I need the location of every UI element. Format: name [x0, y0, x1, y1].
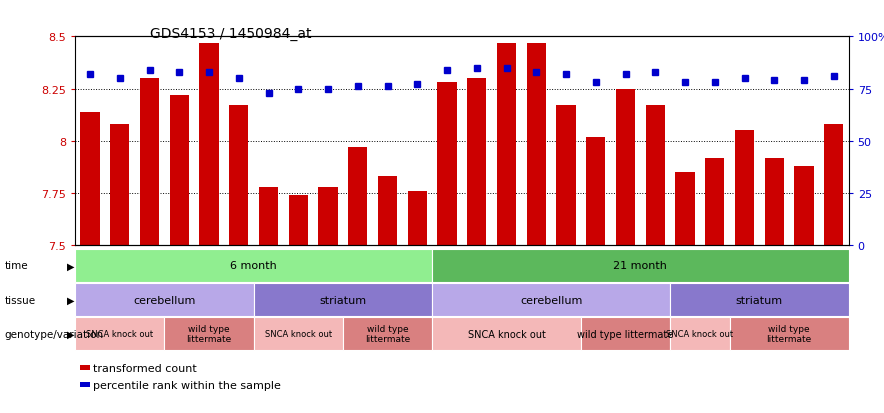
Bar: [586, 137, 606, 246]
Bar: [229, 106, 248, 246]
Text: cerebellum: cerebellum: [520, 295, 583, 305]
Bar: [497, 43, 516, 246]
Text: wild type
littermate: wild type littermate: [365, 324, 410, 344]
Bar: [377, 177, 397, 246]
Bar: [675, 173, 695, 246]
Bar: [581, 318, 670, 350]
Text: ▶: ▶: [67, 295, 74, 305]
Text: SNCA knock out: SNCA knock out: [667, 330, 734, 338]
Text: GDS4153 / 1450984_at: GDS4153 / 1450984_at: [150, 27, 312, 41]
Text: 6 month: 6 month: [230, 261, 277, 271]
Bar: [705, 158, 724, 246]
Bar: [254, 284, 432, 316]
Bar: [408, 192, 427, 246]
Text: ▶: ▶: [67, 329, 74, 339]
Bar: [164, 318, 254, 350]
Text: wild type littermate: wild type littermate: [577, 329, 674, 339]
Bar: [670, 284, 849, 316]
Bar: [288, 196, 308, 246]
Text: time: time: [4, 261, 28, 271]
Text: tissue: tissue: [4, 295, 35, 305]
Bar: [527, 43, 546, 246]
Bar: [259, 188, 278, 246]
Text: 21 month: 21 month: [613, 261, 667, 271]
Bar: [765, 158, 784, 246]
Text: SNCA knock out: SNCA knock out: [87, 330, 153, 338]
Bar: [467, 79, 486, 246]
Bar: [170, 95, 189, 246]
Bar: [140, 79, 159, 246]
Bar: [795, 166, 813, 246]
Bar: [432, 249, 849, 282]
Text: percentile rank within the sample: percentile rank within the sample: [93, 380, 281, 390]
Bar: [80, 112, 100, 246]
Text: ▶: ▶: [67, 261, 74, 271]
Bar: [318, 188, 338, 246]
Bar: [670, 318, 729, 350]
Text: wild type
littermate: wild type littermate: [766, 324, 812, 344]
Text: wild type
littermate: wild type littermate: [187, 324, 232, 344]
Bar: [110, 125, 129, 246]
Bar: [645, 106, 665, 246]
Bar: [75, 249, 432, 282]
Bar: [824, 125, 843, 246]
Bar: [432, 284, 670, 316]
Bar: [616, 89, 636, 246]
Bar: [254, 318, 343, 350]
Bar: [556, 106, 575, 246]
Text: striatum: striatum: [735, 295, 783, 305]
Bar: [432, 318, 581, 350]
Bar: [343, 318, 432, 350]
Bar: [735, 131, 754, 246]
Text: SNCA knock out: SNCA knock out: [468, 329, 545, 339]
Bar: [729, 318, 849, 350]
Text: cerebellum: cerebellum: [133, 295, 195, 305]
Bar: [75, 318, 164, 350]
Text: striatum: striatum: [319, 295, 367, 305]
Bar: [438, 83, 457, 246]
Bar: [348, 148, 368, 246]
Bar: [75, 284, 254, 316]
Text: genotype/variation: genotype/variation: [4, 329, 103, 339]
Text: SNCA knock out: SNCA knock out: [264, 330, 332, 338]
Text: transformed count: transformed count: [93, 363, 196, 373]
Bar: [200, 43, 218, 246]
